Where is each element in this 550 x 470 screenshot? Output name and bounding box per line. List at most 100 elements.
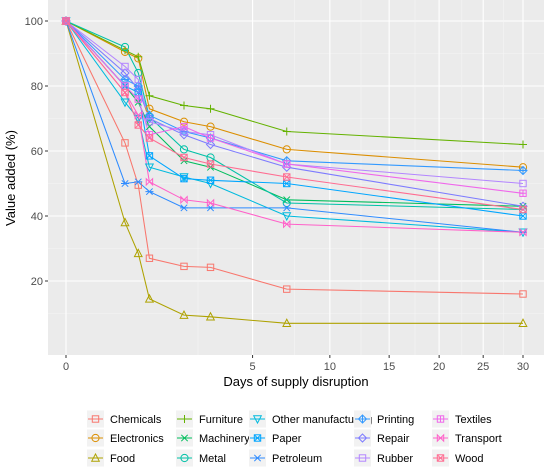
data-point-rubber: [145, 118, 154, 126]
legend-label: Electronics: [110, 433, 164, 445]
data-point-petroleum: [282, 204, 291, 212]
x-tick-label: 10: [324, 361, 336, 373]
data-point-repair: [144, 113, 155, 124]
legend-key-marker: [436, 415, 445, 423]
data-point-furniture: [145, 91, 154, 100]
data-point-electronics: [206, 122, 215, 131]
y-tick-label: 100: [25, 16, 43, 28]
data-point-chemicals: [206, 263, 215, 272]
data-point-furniture: [282, 127, 291, 136]
data-point-food: [179, 310, 189, 319]
data-point-repair: [179, 130, 189, 140]
legend-label: Metal: [199, 453, 226, 465]
data-point-food: [518, 318, 528, 327]
series-line-other-manufacturing: [65, 20, 524, 233]
legend-item-food: Food: [87, 449, 135, 467]
data-point-transport: [180, 195, 188, 205]
legend-label: Petroleum: [272, 453, 322, 465]
legend-key-marker: [180, 434, 189, 442]
legend-item-wood: Wood: [432, 449, 484, 467]
legend-key-marker: [180, 453, 189, 463]
legend-label: Paper: [272, 433, 302, 445]
data-point-food: [120, 217, 130, 227]
y-tick-label: 80: [31, 81, 43, 93]
legend-key-marker: [358, 454, 367, 462]
legend-item-repair: Repair: [354, 429, 410, 447]
legend-item-transport: Transport: [432, 429, 502, 447]
legend-item-printing: Printing: [354, 410, 414, 428]
x-tick-label: 30: [517, 361, 529, 373]
data-point-wood: [121, 88, 129, 97]
legend-item-metal: Metal: [176, 449, 226, 467]
series-line-transport: [65, 20, 524, 233]
legend-item-paper: Paper: [249, 429, 302, 447]
data-point-food: [133, 248, 143, 258]
y-axis-ticks: 20 40 60 80 100: [25, 16, 48, 288]
series-markers: [61, 15, 528, 327]
data-point-wood: [134, 121, 142, 129]
legend-key-marker: [252, 415, 263, 425]
data-point-chemicals: [121, 139, 129, 147]
data-point-chemicals: [145, 254, 154, 262]
x-axis-title: Days of supply disruption: [223, 374, 368, 389]
series-line-electronics: [65, 20, 524, 168]
data-point-metal: [179, 145, 189, 154]
data-point-textiles: [519, 189, 527, 197]
legend-label: Furniture: [199, 414, 243, 426]
data-point-petroleum: [179, 204, 188, 212]
data-point-food: [144, 293, 155, 303]
data-point-electronics: [282, 145, 291, 154]
data-point-food: [205, 311, 216, 321]
data-point-paper: [180, 174, 188, 183]
legend-label: Printing: [377, 414, 414, 426]
data-point-other-manufacturing: [282, 212, 292, 222]
data-point-repair: [518, 201, 528, 211]
legend-label: Machinery: [199, 433, 250, 445]
data-point-wood: [62, 17, 70, 25]
legend-key-marker: [253, 454, 262, 462]
legend-label: Repair: [377, 433, 410, 445]
x-axis-ticks: 0 5 10 15 20 25 30: [63, 355, 529, 373]
data-point-wood: [283, 173, 291, 181]
legend-key-marker: [90, 452, 101, 462]
data-point-metal: [120, 42, 130, 52]
legend-key-marker: [357, 414, 368, 424]
y-tick-label: 20: [31, 276, 43, 288]
series-line-wood: [65, 20, 524, 211]
legend-key-marker: [357, 433, 368, 443]
legend-item-rubber: Rubber: [354, 449, 413, 467]
data-point-other-manufacturing: [120, 98, 130, 108]
legend-key-marker: [436, 454, 445, 462]
data-point-transport: [519, 227, 527, 237]
legend-key-marker: [91, 433, 100, 443]
data-point-transport: [206, 198, 215, 208]
legend-item-furniture: Furniture: [176, 410, 243, 428]
legend-label: Food: [110, 453, 135, 465]
legend-label: Transport: [455, 433, 502, 445]
x-tick-label: 5: [250, 361, 256, 373]
data-point-furniture: [519, 140, 527, 149]
x-tick-label: 15: [383, 361, 395, 373]
legend-key-marker: [436, 433, 445, 443]
data-point-paper: [145, 152, 154, 160]
data-point-wood: [145, 134, 154, 142]
data-point-rubber: [134, 75, 142, 84]
data-point-furniture: [179, 101, 188, 110]
data-point-textiles: [134, 95, 142, 103]
legend-key-marker: [253, 434, 262, 442]
data-point-rubber: [519, 179, 527, 188]
y-tick-label: 60: [31, 146, 43, 158]
series-line-paper: [65, 20, 524, 217]
legend-item-machinery: Machinery: [176, 429, 250, 447]
data-point-petroleum: [134, 178, 143, 186]
x-tick-label: 0: [63, 361, 69, 373]
data-point-rubber: [121, 62, 129, 71]
data-point-food: [282, 318, 292, 327]
data-point-paper: [206, 176, 215, 184]
data-point-repair: [120, 68, 130, 78]
legend-item-chemicals: Chemicals: [87, 410, 162, 428]
legend-item-petroleum: Petroleum: [249, 449, 322, 467]
legend: Chemicals Electronics Food Furniture Machine…: [87, 410, 502, 467]
data-point-chemicals: [180, 262, 188, 271]
